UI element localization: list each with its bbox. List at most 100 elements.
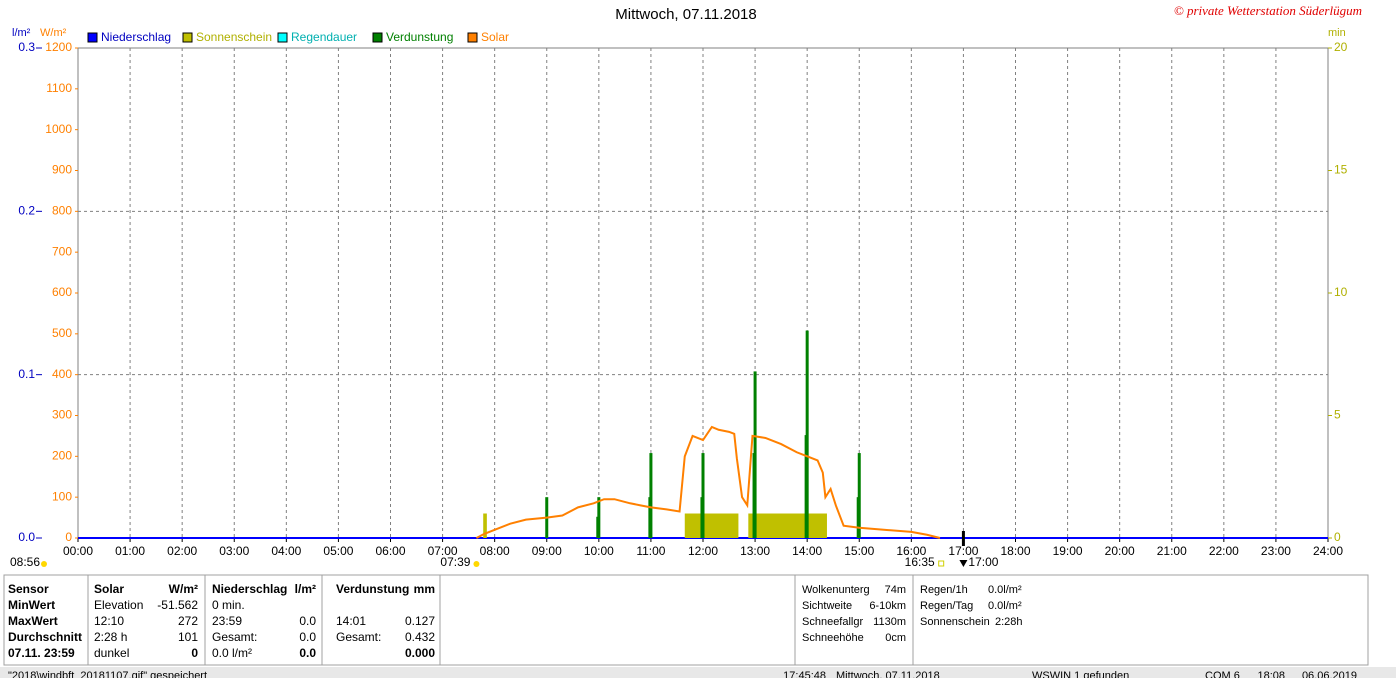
y3-tick-label: 0.0 <box>18 530 35 544</box>
y-tick-label: 500 <box>52 326 72 340</box>
rain-value: 0.0l/m² <box>988 600 1022 612</box>
panel-cell: dunkel <box>94 646 129 660</box>
panel-cell: 0 min. <box>212 598 245 612</box>
y-tick-label: 600 <box>52 285 72 299</box>
evaporation-bar <box>649 453 653 538</box>
y2-tick-label: 5 <box>1334 408 1341 422</box>
copyright: © private Wetterstation Süderlügum <box>1174 3 1362 18</box>
legend-label: Verdunstung <box>386 30 453 44</box>
status-text: "2018\windbft_20181107.gif" gespeichert <box>8 670 207 678</box>
now-label: 17:00 <box>968 555 998 569</box>
panel-cell: Gesamt: <box>212 630 257 644</box>
legend-swatch <box>182 32 193 43</box>
status-text: 17:45:48 <box>783 670 826 678</box>
y3-tick-label: 0.2 <box>18 204 35 218</box>
x-tick-label: 15:00 <box>844 544 874 558</box>
x-tick-label: 06:00 <box>375 544 405 558</box>
panel-row-label: Durchschnitt <box>8 630 82 644</box>
y3-axis-label: l/m² <box>12 27 31 39</box>
chart-title: Mittwoch, 07.11.2018 <box>615 6 756 23</box>
panel-separators <box>87 575 914 665</box>
legend-label: Regendauer <box>291 30 357 44</box>
daylength-label: 08:56 <box>10 555 40 569</box>
weather-label: Schneehöhe <box>802 632 864 644</box>
panel-row-label: MinWert <box>8 598 55 612</box>
status-text: 06.06.2019 <box>1302 670 1357 678</box>
x-tick-label: 10:00 <box>584 544 614 558</box>
x-tick-label: 21:00 <box>1157 544 1187 558</box>
panel-cell: 2:28 h <box>94 630 127 644</box>
y2-tick-label: 15 <box>1334 163 1348 177</box>
x-tick-label: 16:00 <box>896 544 926 558</box>
panel-frame <box>3 574 1369 666</box>
evaporation-bar <box>701 453 705 538</box>
x-tick-label: 19:00 <box>1053 544 1083 558</box>
x-tick-label: 02:00 <box>167 544 197 558</box>
x-tick-label: 24:00 <box>1313 544 1343 558</box>
panel-row-label: 07.11. 23:59 <box>8 646 75 660</box>
x-tick-label: 20:00 <box>1105 544 1135 558</box>
y-tick-label: 700 <box>52 244 72 258</box>
weather-label: Wolkenunterg <box>802 584 870 596</box>
rain-value: 0.0l/m² <box>988 584 1022 596</box>
weather-value: 6-10km <box>869 600 906 612</box>
y-tick-label: 400 <box>52 367 72 381</box>
weather-label: Schneefallgr <box>802 616 863 628</box>
x-tick-label: 23:00 <box>1261 544 1291 558</box>
status-text: WSWIN 1 gefunden <box>1032 670 1129 678</box>
weather-label: Sichtweite <box>802 600 852 612</box>
legend-swatch <box>277 32 288 43</box>
y-tick-label: 0 <box>65 530 72 544</box>
panel-value: 272 <box>178 614 198 628</box>
y2-axis-label: min <box>1328 27 1346 39</box>
y3-tick-label: 0.3 <box>18 40 35 54</box>
panel-cell: 12:10 <box>94 614 124 628</box>
y2-tick-label: 0 <box>1334 530 1341 544</box>
x-tick-label: 03:00 <box>219 544 249 558</box>
status-text: 18:08 <box>1257 670 1285 678</box>
legend-label: Solar <box>481 30 509 44</box>
x-tick-label: 12:00 <box>688 544 718 558</box>
panel-value: 0.0 <box>299 646 316 660</box>
legend-label: Niederschlag <box>101 30 171 44</box>
sunrise-label: 07:39 <box>440 555 470 569</box>
sunshine-bar <box>483 513 487 538</box>
panel-row-label: MaxWert <box>8 614 58 628</box>
panel-cell: 23:59 <box>212 614 242 628</box>
weather-value: 1130m <box>873 616 906 628</box>
legend-swatch <box>467 32 478 43</box>
x-tick-label: 08:00 <box>480 544 510 558</box>
panel-cell: Elevation <box>94 598 143 612</box>
legend-swatch <box>87 32 98 43</box>
sunrise-marker <box>473 561 480 567</box>
y-axis-label: W/m² <box>40 27 67 39</box>
panel-value: 101 <box>178 630 198 644</box>
status-bar <box>0 667 1396 678</box>
x-tick-label: 18:00 <box>1000 544 1030 558</box>
y-tick-label: 900 <box>52 163 72 177</box>
panel-unit: mm <box>414 582 435 596</box>
panel-value: 0.127 <box>405 614 435 628</box>
y-tick-label: 100 <box>52 489 72 503</box>
panel-header: Niederschlag <box>212 582 287 596</box>
evaporation-bar <box>857 453 861 538</box>
evaporation-bar <box>805 330 809 538</box>
x-tick-label: 11:00 <box>636 544 665 558</box>
x-tick-label: 22:00 <box>1209 544 1239 558</box>
legend-label: Sonnenschein <box>196 30 272 44</box>
x-tick-label: 01:00 <box>115 544 145 558</box>
y-tick-label: 1100 <box>46 81 72 95</box>
sunshine-bar <box>748 513 827 538</box>
evaporation-bar <box>753 371 757 538</box>
y-tick-label: 1200 <box>45 40 72 54</box>
panel-cell: Gesamt: <box>336 630 381 644</box>
weather-value: 0cm <box>885 632 906 644</box>
legend-swatch <box>372 32 383 43</box>
rain-label: Sonnenschein <box>920 616 990 628</box>
y2-tick-label: 10 <box>1334 285 1348 299</box>
y-tick-label: 800 <box>52 204 72 218</box>
panel-value: 0.0 <box>299 630 316 644</box>
sunset-label: 16:35 <box>905 555 935 569</box>
